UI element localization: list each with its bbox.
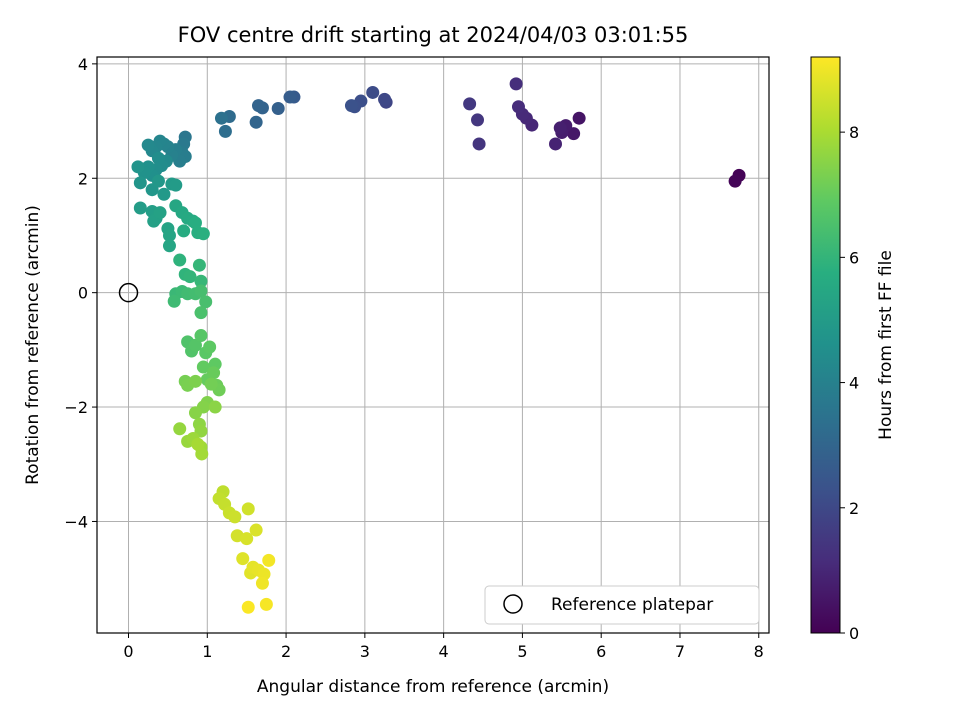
legend-label: Reference platepar bbox=[551, 595, 713, 615]
y-axis-label: Rotation from reference (arcmin) bbox=[23, 205, 43, 485]
x-tick-label: 8 bbox=[754, 642, 764, 661]
y-tick-label: 2 bbox=[78, 169, 88, 188]
colorbar-tick-label: 8 bbox=[849, 123, 859, 142]
data-point bbox=[378, 92, 392, 106]
data-point bbox=[173, 422, 187, 436]
data-point bbox=[196, 360, 210, 374]
data-point bbox=[192, 258, 206, 272]
x-axis-ticks: 0 1 2 3 4 5 6 7 8 bbox=[123, 633, 764, 661]
x-tick-label: 6 bbox=[596, 642, 606, 661]
data-point bbox=[262, 553, 276, 567]
colorbar-label: Hours from first FF file bbox=[876, 250, 896, 440]
data-point bbox=[249, 115, 263, 129]
data-point bbox=[471, 113, 485, 127]
data-point bbox=[509, 77, 523, 91]
x-tick-label: 5 bbox=[517, 642, 527, 661]
data-point bbox=[188, 374, 202, 388]
reference-point bbox=[118, 282, 139, 303]
plot-frame bbox=[96, 56, 770, 634]
x-tick-label: 3 bbox=[360, 642, 370, 661]
y-tick-label: 0 bbox=[78, 284, 88, 303]
data-point bbox=[228, 510, 242, 524]
data-point bbox=[728, 174, 742, 188]
data-point bbox=[131, 160, 145, 174]
x-tick-label: 1 bbox=[202, 642, 212, 661]
data-point bbox=[203, 340, 217, 354]
data-point bbox=[199, 295, 213, 309]
data-point bbox=[511, 100, 525, 114]
legend-marker-icon bbox=[503, 594, 523, 614]
data-point bbox=[259, 597, 273, 611]
y-axis-ticks: −4 −2 0 2 4 bbox=[64, 55, 97, 531]
colorbar-tick-label: 2 bbox=[849, 499, 859, 518]
data-point bbox=[472, 137, 486, 151]
x-axis-label: Angular distance from reference (arcmin) bbox=[257, 677, 609, 697]
x-tick-label: 7 bbox=[675, 642, 685, 661]
data-point bbox=[344, 99, 358, 113]
data-point bbox=[162, 239, 176, 253]
data-point bbox=[204, 377, 218, 391]
data-point bbox=[241, 502, 255, 516]
data-point bbox=[141, 138, 155, 152]
x-tick-label: 2 bbox=[281, 642, 291, 661]
data-point bbox=[207, 366, 221, 380]
data-point bbox=[241, 600, 255, 614]
data-point bbox=[567, 127, 581, 141]
data-point bbox=[463, 97, 477, 111]
data-point bbox=[283, 90, 297, 104]
data-point bbox=[157, 187, 171, 201]
legend: Reference platepar bbox=[484, 585, 760, 625]
data-point bbox=[162, 228, 176, 242]
colorbar-tick-label: 0 bbox=[849, 624, 859, 643]
colorbar-gradient bbox=[810, 56, 841, 634]
data-point bbox=[271, 101, 285, 115]
data-point bbox=[167, 294, 181, 308]
data-point bbox=[553, 121, 567, 135]
data-point bbox=[153, 206, 167, 220]
y-tick-label: 4 bbox=[78, 55, 88, 74]
colorbar-tick-label: 4 bbox=[849, 374, 859, 393]
data-point bbox=[173, 253, 187, 267]
data-point bbox=[177, 224, 191, 238]
data-point bbox=[151, 151, 165, 165]
data-point bbox=[194, 284, 208, 298]
chart-title: FOV centre drift starting at 2024/04/03 … bbox=[178, 23, 689, 47]
data-point bbox=[252, 99, 266, 113]
data-point bbox=[366, 85, 380, 99]
data-point bbox=[188, 406, 202, 420]
data-point bbox=[549, 137, 563, 151]
data-point bbox=[218, 124, 232, 138]
y-tick-label: −2 bbox=[64, 398, 88, 417]
data-point bbox=[188, 338, 202, 352]
legend-box bbox=[484, 585, 760, 625]
colorbar: 0 2 4 6 8 Hours from first FF file bbox=[810, 56, 896, 643]
colorbar-ticks: 0 2 4 6 8 bbox=[840, 123, 859, 643]
data-point bbox=[188, 216, 202, 230]
data-point bbox=[249, 523, 263, 537]
x-tick-label: 4 bbox=[439, 642, 449, 661]
data-point bbox=[194, 329, 208, 343]
data-point bbox=[151, 174, 165, 188]
data-point bbox=[169, 178, 183, 192]
data-point bbox=[133, 176, 147, 190]
data-point bbox=[255, 576, 269, 590]
data-point bbox=[208, 400, 222, 414]
data-point bbox=[572, 111, 586, 125]
data-point bbox=[191, 437, 205, 451]
data-point bbox=[240, 532, 254, 546]
data-point bbox=[194, 306, 208, 320]
colorbar-tick-label: 6 bbox=[849, 248, 859, 267]
data-point bbox=[236, 552, 250, 566]
y-tick-label: −4 bbox=[64, 512, 88, 531]
data-point bbox=[133, 201, 147, 215]
data-point bbox=[194, 274, 208, 288]
data-point bbox=[214, 111, 228, 125]
data-point bbox=[183, 270, 197, 284]
data-point bbox=[195, 447, 209, 461]
x-tick-label: 0 bbox=[123, 642, 133, 661]
data-points bbox=[131, 77, 746, 614]
data-point bbox=[196, 227, 210, 241]
